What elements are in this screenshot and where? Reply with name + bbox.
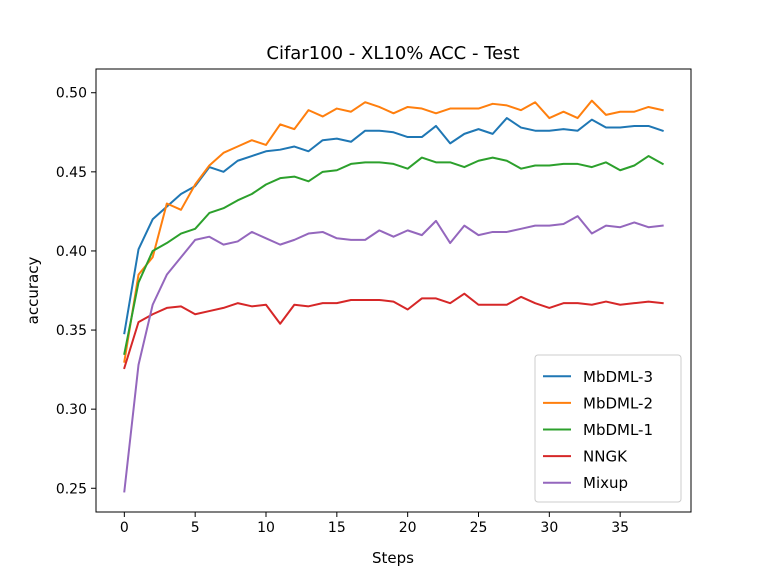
x-tick-label: 30: [540, 520, 558, 536]
y-tick-label: 0.45: [56, 165, 87, 181]
series-line-mbdml-1: [123, 155, 665, 355]
legend-label: NNGK: [583, 448, 628, 466]
x-tick-label: 25: [470, 520, 488, 536]
series-line-nngk: [123, 292, 664, 370]
y-tick-label: 0.35: [56, 323, 87, 339]
x-tick-label: 35: [611, 520, 629, 536]
x-axis-title: Steps: [372, 549, 414, 567]
axes: 0 5 10 15 20 25 30 35 0.25 0.30 0.35 0.40 0.45 0.50: [56, 86, 629, 536]
legend-label: MbDML-2: [583, 394, 653, 412]
y-axis-title: accuracy: [24, 257, 42, 325]
x-tick-label: 10: [257, 520, 275, 536]
x-tick-label: 5: [191, 520, 200, 536]
series-line-mbdml-2: [123, 99, 664, 363]
chart-title: Cifar100 - XL10% ACC - Test: [266, 43, 519, 64]
x-tick-label: 15: [328, 520, 346, 536]
series-line-mixup: [123, 215, 664, 493]
legend-box: [534, 354, 682, 503]
plot-frame: [95, 68, 692, 513]
x-tick-label: 0: [120, 520, 129, 536]
y-tick-label: 0.40: [56, 244, 87, 260]
y-tick-label: 0.30: [56, 402, 87, 418]
series-line-mbdml-3: [123, 117, 664, 335]
y-tick-label: 0.25: [56, 481, 87, 497]
y-tick-label: 0.50: [56, 86, 87, 102]
legend: MbDML-3 MbDML-2 MbDML-1 NNGK Mixup: [534, 354, 682, 503]
legend-label: MbDML-1: [583, 421, 653, 439]
plot-area: [123, 99, 665, 493]
legend-label: MbDML-3: [583, 368, 653, 386]
legend-label: Mixup: [583, 474, 628, 492]
x-tick-label: 20: [399, 520, 417, 536]
